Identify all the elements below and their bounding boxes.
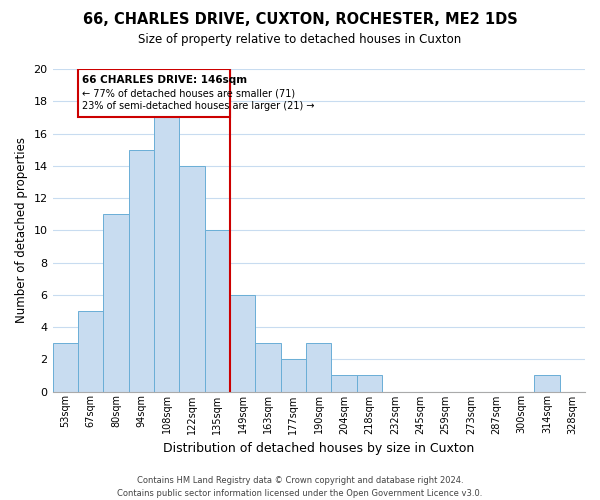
Bar: [306, 343, 331, 392]
Text: Contains HM Land Registry data © Crown copyright and database right 2024.
Contai: Contains HM Land Registry data © Crown c…: [118, 476, 482, 498]
Bar: [103, 214, 128, 392]
Text: ← 77% of detached houses are smaller (71): ← 77% of detached houses are smaller (71…: [82, 88, 295, 99]
Bar: [281, 360, 306, 392]
Bar: [78, 311, 103, 392]
Bar: [205, 230, 230, 392]
Text: 23% of semi-detached houses are larger (21) →: 23% of semi-detached houses are larger (…: [82, 102, 314, 112]
Y-axis label: Number of detached properties: Number of detached properties: [15, 138, 28, 324]
Bar: [256, 343, 281, 392]
Bar: [331, 376, 357, 392]
Text: Size of property relative to detached houses in Cuxton: Size of property relative to detached ho…: [139, 32, 461, 46]
Bar: [230, 295, 256, 392]
Bar: [534, 376, 560, 392]
Text: 66 CHARLES DRIVE: 146sqm: 66 CHARLES DRIVE: 146sqm: [82, 76, 247, 86]
Bar: [357, 376, 382, 392]
X-axis label: Distribution of detached houses by size in Cuxton: Distribution of detached houses by size …: [163, 442, 475, 455]
Text: 66, CHARLES DRIVE, CUXTON, ROCHESTER, ME2 1DS: 66, CHARLES DRIVE, CUXTON, ROCHESTER, ME…: [83, 12, 517, 28]
Bar: [179, 166, 205, 392]
Bar: [78, 69, 230, 117]
Bar: [128, 150, 154, 392]
Bar: [154, 118, 179, 392]
Bar: [53, 343, 78, 392]
